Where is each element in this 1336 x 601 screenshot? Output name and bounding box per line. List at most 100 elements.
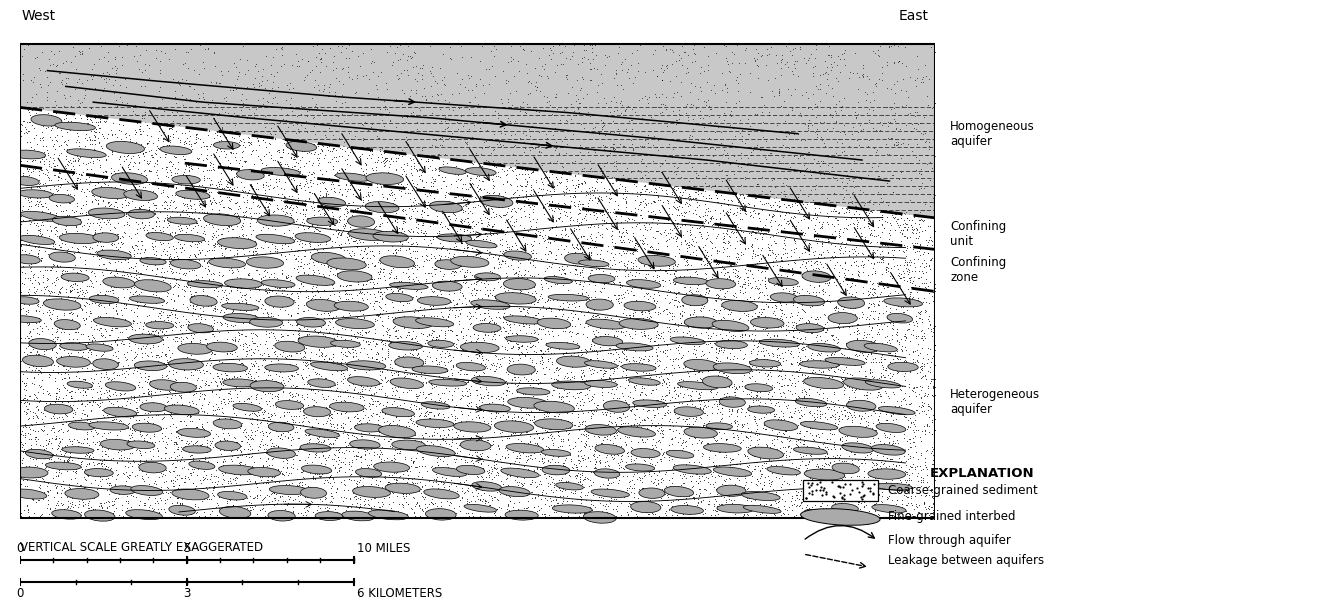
Point xyxy=(349,237,370,247)
Point xyxy=(871,240,892,250)
Point xyxy=(334,97,355,106)
Point xyxy=(367,470,389,480)
Point xyxy=(747,349,768,359)
Point xyxy=(735,287,756,296)
Point xyxy=(497,165,518,175)
Point xyxy=(59,334,80,344)
Point xyxy=(651,413,672,423)
Point xyxy=(277,129,298,139)
Point xyxy=(450,326,472,336)
Point xyxy=(286,144,307,154)
Point xyxy=(582,392,604,401)
Point xyxy=(297,56,318,66)
Point xyxy=(609,183,631,192)
Point xyxy=(783,221,804,230)
Point xyxy=(806,469,827,479)
Point xyxy=(794,436,815,446)
Point xyxy=(896,138,918,148)
Point xyxy=(879,349,900,358)
Point xyxy=(472,355,493,365)
Point xyxy=(713,359,735,368)
Point xyxy=(572,284,593,294)
Point xyxy=(593,171,615,180)
Point xyxy=(319,382,341,392)
Point xyxy=(847,433,868,443)
Point xyxy=(850,173,871,183)
Point xyxy=(584,346,605,355)
Point xyxy=(545,397,566,406)
Point xyxy=(289,273,310,283)
Point xyxy=(517,446,538,456)
Point xyxy=(67,60,88,70)
Point xyxy=(219,69,240,79)
Point xyxy=(290,477,311,487)
Point xyxy=(414,481,436,490)
Point xyxy=(859,477,880,486)
Point xyxy=(623,291,644,300)
Point xyxy=(391,150,413,159)
Point xyxy=(115,320,136,329)
Point xyxy=(452,84,473,94)
Point xyxy=(167,191,188,200)
Point xyxy=(478,317,500,326)
Point xyxy=(612,486,633,496)
Point xyxy=(848,130,870,139)
Point xyxy=(887,183,908,193)
Point xyxy=(591,319,612,329)
Point xyxy=(758,120,779,130)
Point xyxy=(429,357,450,367)
Point xyxy=(724,510,745,519)
Point xyxy=(407,86,429,96)
Point xyxy=(371,320,393,330)
Point xyxy=(848,366,870,376)
Point xyxy=(362,112,383,121)
Point xyxy=(206,53,227,63)
Point xyxy=(83,59,104,69)
Point xyxy=(504,373,525,382)
Point xyxy=(422,420,444,430)
Point xyxy=(106,278,127,287)
Point xyxy=(501,375,522,385)
Point xyxy=(454,236,476,245)
Point xyxy=(854,79,875,89)
Point xyxy=(830,377,851,387)
Point xyxy=(807,412,828,421)
Point xyxy=(850,213,871,223)
Point xyxy=(31,166,52,175)
Point xyxy=(242,445,263,454)
Point xyxy=(832,87,854,96)
Point xyxy=(923,163,945,173)
Point xyxy=(147,341,168,350)
Point xyxy=(445,131,466,141)
Point xyxy=(262,184,283,194)
Point xyxy=(399,280,421,290)
Point xyxy=(879,317,900,326)
Ellipse shape xyxy=(219,465,259,475)
Point xyxy=(545,495,566,504)
Point xyxy=(591,115,612,125)
Point xyxy=(47,394,68,403)
Point xyxy=(397,509,418,519)
Point xyxy=(282,345,303,355)
Point xyxy=(63,293,84,302)
Point xyxy=(699,178,720,188)
Point xyxy=(871,296,892,306)
Point xyxy=(902,188,923,197)
Point xyxy=(212,420,234,430)
Point xyxy=(496,239,517,249)
Point xyxy=(617,485,639,495)
Point xyxy=(812,289,834,299)
Point xyxy=(281,449,302,459)
Point xyxy=(477,460,498,469)
Point xyxy=(744,315,766,325)
Point xyxy=(520,364,541,374)
Point xyxy=(314,210,335,219)
Point xyxy=(671,141,692,151)
Point xyxy=(476,362,497,371)
Point xyxy=(667,219,688,228)
Point xyxy=(395,268,417,278)
Point xyxy=(832,194,854,204)
Point xyxy=(156,192,178,202)
Point xyxy=(862,82,883,92)
Point xyxy=(852,479,874,489)
